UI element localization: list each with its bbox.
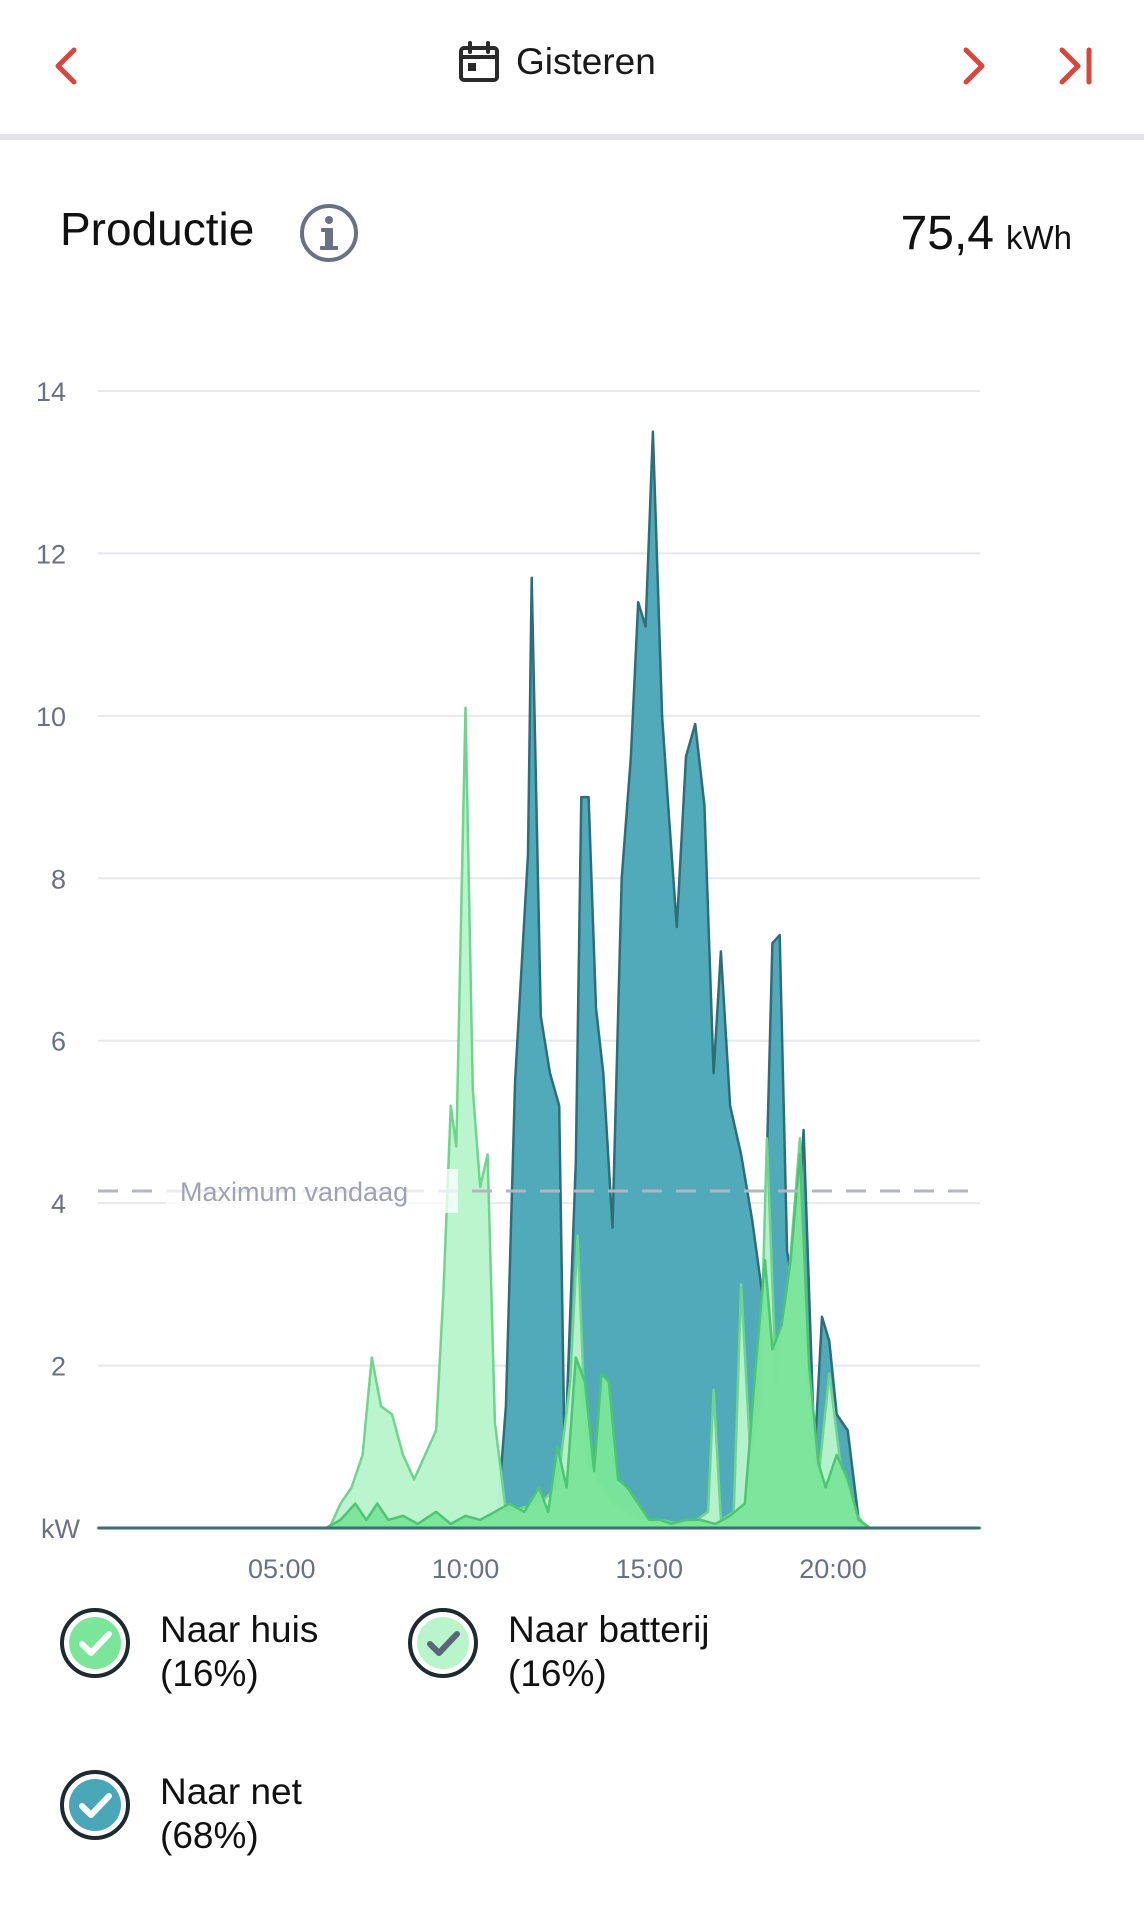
check-circle-icon [60,1770,130,1840]
next-day-button[interactable] [944,36,1004,96]
calendar-icon [459,41,499,82]
check-circle-icon [408,1608,478,1678]
check-circle-icon [60,1608,130,1678]
y-tick-label: 14 [36,377,66,407]
y-tick-label: 2 [51,1352,66,1382]
last-day-button[interactable] [1046,36,1106,96]
y-tick-label: 6 [51,1027,66,1057]
info-icon [300,204,358,262]
x-tick-label: 10:00 [432,1554,500,1584]
reference-label-background [166,1168,458,1213]
previous-day-button[interactable] [36,36,96,96]
header-divider [0,134,1144,140]
legend-label: Naar huis [160,1609,319,1650]
skip-to-end-icon [1059,47,1092,85]
total-unit: kWh [1006,219,1072,256]
legend-percentage: (68%) [160,1815,259,1856]
chevron-right-icon [963,47,985,85]
y-tick-label: 8 [51,864,66,894]
production-chart: 2 4 6 8 10 12 14 kW Maximum vandaag 05:00 10:00 15:… [36,377,982,1584]
y-tick-label: 12 [36,539,66,569]
y-tick-label: 4 [51,1189,66,1219]
info-button[interactable] [298,202,360,264]
y-axis-unit: kW [41,1514,81,1544]
y-tick-label: 10 [36,702,66,732]
legend-percentage: (16%) [508,1653,607,1694]
series-area-naar-net [96,430,982,1530]
legend-percentage: (16%) [160,1653,259,1694]
reference-line-label: Maximum vandaag [180,1177,408,1207]
x-tick-label: 05:00 [248,1554,316,1584]
production-total: 75,4 kWh [901,206,1072,261]
date-label: Gisteren [516,41,656,82]
series-area-naar-huis [96,1153,982,1530]
top-navigation-bar: Gisteren [0,0,1144,134]
legend-label: Naar batterij [508,1609,710,1650]
legend-item-naar-net[interactable]: Naar net (68%) [60,1770,302,1858]
legend-label: Naar net [160,1771,302,1812]
legend-item-naar-batterij[interactable]: Naar batterij (16%) [408,1608,710,1696]
legend-item-naar-huis[interactable]: Naar huis (16%) [60,1608,318,1696]
total-value: 75,4 [900,207,994,260]
section-title: Productie [60,203,255,255]
date-selector[interactable]: Gisteren [458,32,656,92]
chevron-left-icon [55,47,77,85]
x-tick-label: 15:00 [615,1554,683,1584]
x-tick-label: 20:00 [799,1554,867,1584]
